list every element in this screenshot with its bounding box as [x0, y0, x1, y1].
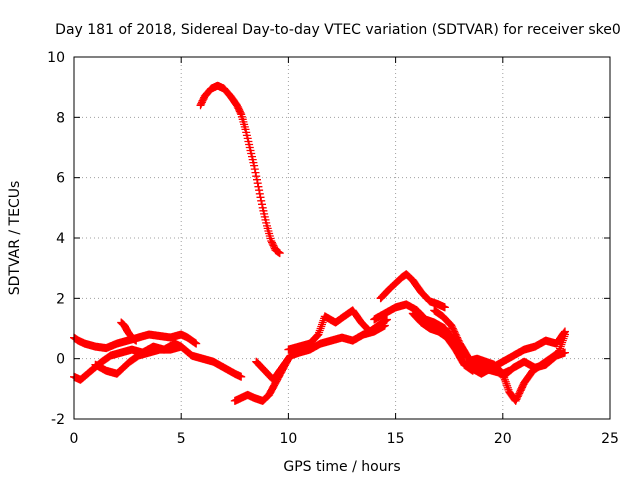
- x-tick-label: 0: [70, 431, 79, 447]
- series-arc-spike-left: [117, 318, 141, 345]
- series-markers: [117, 318, 141, 345]
- y-tick-label: 8: [56, 110, 65, 126]
- series-markers: [376, 270, 449, 312]
- y-axis-label: SDTVAR / TECUs: [7, 181, 23, 296]
- x-axis-label: GPS time / hours: [283, 459, 400, 475]
- y-tick-label: -2: [51, 412, 65, 428]
- series-arc-right-c: [466, 327, 569, 378]
- series-arc-right-d: [498, 348, 569, 381]
- series-arc-hump-mid: [370, 300, 469, 360]
- y-tick-label: 4: [56, 231, 65, 247]
- series-markers: [466, 327, 569, 378]
- x-tick-label: 20: [494, 431, 512, 447]
- series-markers: [408, 309, 477, 375]
- data-points: [70, 81, 569, 405]
- series-markers: [196, 81, 284, 258]
- x-tick-label: 10: [279, 431, 297, 447]
- series-arc-peak: [196, 81, 284, 258]
- series-arc-hump-low: [408, 309, 477, 375]
- x-tick-label: 15: [387, 431, 405, 447]
- axis-ticks: 0 5 10 15 20 25 -2 0 2 4 6 8 10: [47, 50, 619, 447]
- series-arc-hump-high: [376, 270, 449, 312]
- y-tick-label: 0: [56, 352, 65, 368]
- y-tick-label: 10: [47, 50, 65, 66]
- y-tick-label: 2: [56, 291, 65, 307]
- x-tick-label: 25: [601, 431, 619, 447]
- series-markers: [91, 342, 186, 378]
- chart-title: Day 181 of 2018, Sidereal Day-to-day VTE…: [55, 22, 621, 38]
- series-markers: [284, 306, 391, 354]
- y-tick-label: 6: [56, 171, 65, 187]
- series-arc-mid-upper: [284, 306, 391, 354]
- series-markers: [370, 300, 469, 360]
- series-markers: [498, 348, 569, 381]
- gridlines: [74, 57, 610, 419]
- series-arc-middle-left: [91, 342, 186, 378]
- x-tick-label: 5: [177, 431, 186, 447]
